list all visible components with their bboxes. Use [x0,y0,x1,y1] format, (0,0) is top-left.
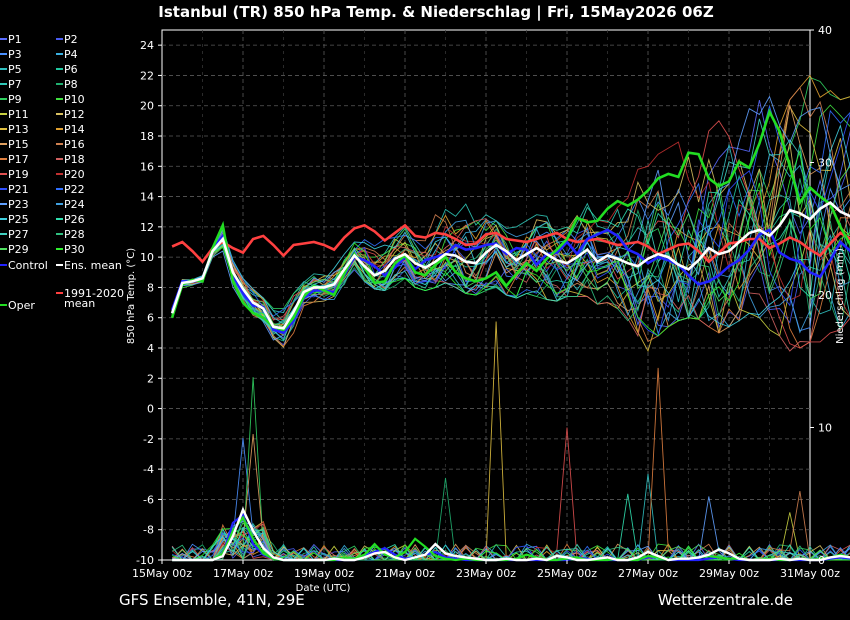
legend-item-p4-label: P4 [64,48,78,61]
legend-item-p25-label: P25 [8,213,29,226]
legend-item-p18-label: P18 [64,153,85,166]
legend-item-p23-label: P23 [8,198,29,211]
y2-tick-label: 40 [818,24,832,37]
legend-item-p2-label: P2 [64,33,78,46]
y2-tick-label: 20 [818,289,832,302]
ens-mean-precip-line [172,506,850,562]
legend-item-climate-mean-label: 1991-2020 [64,287,124,300]
ens-mean-temp-line [170,200,850,330]
y2-axis-label: Niederschlag (mm) [835,248,846,344]
legend-item-p20-label: P20 [64,168,85,181]
y2-tick-label: 30 [818,157,832,170]
legend-item-p14-label: P14 [64,123,85,136]
y2-tick-label: 0 [818,554,825,567]
y-tick-label: 18 [140,130,154,143]
legend-item-ens-mean-label: Ens. mean [64,259,122,272]
x-tick-label: 25May 00z [537,567,597,580]
member-temp-line-p28 [171,178,850,325]
y-tick-label: 12 [140,221,154,234]
x-tick-label: 19May 00z [294,567,354,580]
footer-site: Wetterzentrale.de [658,591,793,609]
legend-item-p21-label: P21 [8,183,29,196]
y-tick-label: 2 [147,372,154,385]
legend-item-p3-label: P3 [8,48,22,61]
legend-item-p11-label: P11 [8,108,29,121]
legend-item-p10-label: P10 [64,93,85,106]
legend: P1 P2 P3 P4 P5 P6 P7 P8 P9 P10 P11 P12 P13 P14 P15 P16 P… [0,33,124,312]
x-tick-label: 15May 00z [132,567,192,580]
legend-item-p13-label: P13 [8,123,29,136]
y-tick-label: 22 [140,69,154,82]
y-axis-label: 850 hPa Temp. (°C) [126,248,137,344]
y-tick-label: 6 [147,312,154,325]
x-axis-label: Date (UTC) [296,583,351,594]
legend-item-p12-label: P12 [64,108,85,121]
legend-item-p19-label: P19 [8,168,29,181]
axes: -10-8-6-4-202468101214161820222401020304… [132,24,840,580]
y-tick-label: 16 [140,160,154,173]
legend-item-climate-mean-label-2: mean [64,297,95,310]
x-tick-label: 31May 00z [780,567,840,580]
member-precip-line-p30 [171,528,850,561]
x-tick-label: 17May 00z [213,567,273,580]
legend-item-oper-label: Oper [8,299,35,312]
y-tick-label: 24 [140,39,154,52]
legend-item-p5-label: P5 [8,63,22,76]
legend-item-p8-label: P8 [64,78,78,91]
y-tick-label: -2 [143,433,154,446]
y-tick-label: -8 [143,524,154,537]
footer-model: GFS Ensemble, 41N, 29E [119,591,305,609]
y-tick-label: 20 [140,100,154,113]
x-tick-label: 27May 00z [618,567,678,580]
legend-item-p15-label: P15 [8,138,29,151]
chart-title: Istanbul (TR) 850 hPa Temp. & Niederschl… [158,3,714,22]
legend-item-p9-label: P9 [8,93,22,106]
y-tick-label: -4 [143,463,154,476]
y2-tick-label: 10 [818,422,832,435]
oper-temp-line [170,108,850,332]
control-temp-line [170,228,850,335]
legend-item-p22-label: P22 [64,183,85,196]
y-tick-label: -10 [136,554,154,567]
main-lines [170,108,850,562]
legend-item-p24-label: P24 [64,198,85,211]
legend-item-p26-label: P26 [64,213,85,226]
legend-item-control-label: Control [8,259,48,272]
y-tick-label: 4 [147,342,154,355]
legend-item-p27-label: P27 [8,228,29,241]
y-tick-label: 10 [140,251,154,264]
y-tick-label: -6 [143,493,154,506]
y-tick-label: 14 [140,191,154,204]
legend-item-p29-label: P29 [8,243,29,256]
climate-mean-line [171,223,850,264]
y-tick-label: 0 [147,403,154,416]
legend-item-p30-label: P30 [64,243,85,256]
y-tick-label: 8 [147,281,154,294]
x-tick-label: 23May 00z [456,567,516,580]
legend-item-p17-label: P17 [8,153,29,166]
x-tick-label: 21May 00z [375,567,435,580]
legend-item-p28-label: P28 [64,228,85,241]
legend-item-p7-label: P7 [8,78,22,91]
x-tick-label: 29May 00z [699,567,759,580]
member-temp-line-p6 [171,174,850,342]
legend-item-p16-label: P16 [64,138,85,151]
legend-item-p6-label: P6 [64,63,78,76]
legend-item-p1-label: P1 [8,33,22,46]
